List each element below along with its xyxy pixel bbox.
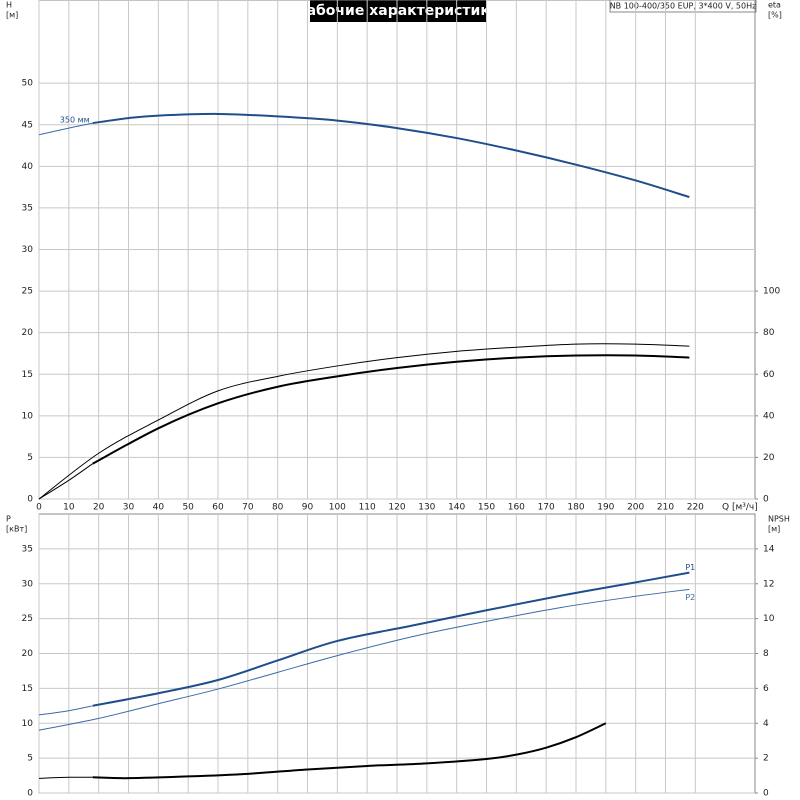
y2-tick-label: 6 <box>763 684 769 694</box>
curve <box>38 463 93 500</box>
y-tick-label: 40 <box>22 162 34 172</box>
y-tick-label: 20 <box>22 649 34 659</box>
y2-tick-label: 12 <box>763 579 774 589</box>
y-tick-label: 15 <box>22 370 33 380</box>
curve <box>92 571 690 707</box>
x-axis-label: Q [м³/ч] <box>722 503 758 513</box>
y2-tick-label: 0 <box>763 789 769 799</box>
y-tick-label: 10 <box>22 411 34 421</box>
y-tick-label: 5 <box>27 453 33 463</box>
y-axis-label: P <box>6 515 11 524</box>
curve <box>92 112 690 199</box>
x-tick-label: 130 <box>418 503 435 513</box>
y2-tick-label: 2 <box>763 754 769 764</box>
y2-tick-label: 14 <box>763 544 775 554</box>
curve-label: P2 <box>685 593 695 602</box>
y-tick-label: 5 <box>27 754 33 764</box>
title-box <box>310 0 487 22</box>
y-axis-label: [м] <box>6 11 18 20</box>
y-tick-label: 0 <box>27 789 33 799</box>
curve-label: P1 <box>685 563 695 572</box>
x-tick-label: 150 <box>478 503 495 513</box>
y2-tick-label: 10 <box>763 614 775 624</box>
y-axis-label: H <box>6 1 12 10</box>
y2-axis-label: NPSH <box>768 515 790 524</box>
y2-tick-label: 4 <box>763 719 769 729</box>
curve <box>38 776 93 779</box>
y-tick-label: 15 <box>22 684 33 694</box>
y2-tick-label: 8 <box>763 649 769 659</box>
y-tick-label: 30 <box>22 579 34 589</box>
y-tick-label: 25 <box>22 614 33 624</box>
x-tick-label: 80 <box>272 503 284 513</box>
x-tick-label: 220 <box>687 503 704 513</box>
x-tick-label: 200 <box>627 503 644 513</box>
y2-tick-label: 20 <box>763 453 775 463</box>
x-tick-label: 180 <box>567 503 584 513</box>
y2-axis-label: [м] <box>768 525 780 534</box>
x-tick-label: 70 <box>242 503 254 513</box>
y-axis-label: [кВт] <box>6 525 27 534</box>
x-tick-label: 120 <box>388 503 405 513</box>
x-tick-label: 190 <box>597 503 614 513</box>
x-tick-label: 20 <box>93 503 105 513</box>
curve <box>38 122 93 136</box>
y-tick-label: 25 <box>22 287 33 297</box>
curve <box>92 354 690 465</box>
x-tick-label: 0 <box>36 503 42 513</box>
y-tick-label: 35 <box>22 544 33 554</box>
curve <box>92 722 607 780</box>
x-tick-label: 40 <box>153 503 165 513</box>
y2-tick-label: 100 <box>763 287 780 297</box>
model-box <box>609 0 757 13</box>
x-tick-label: 210 <box>657 503 674 513</box>
y-tick-label: 20 <box>22 328 34 338</box>
x-tick-label: 110 <box>359 503 376 513</box>
title: Рабочие характеристики <box>296 3 499 19</box>
x-tick-label: 170 <box>538 503 555 513</box>
x-tick-label: 160 <box>508 503 525 513</box>
x-tick-label: 10 <box>63 503 75 513</box>
x-tick-label: 140 <box>448 503 465 513</box>
curve <box>38 705 93 716</box>
y2-tick-label: 0 <box>763 495 769 505</box>
x-tick-label: 90 <box>302 503 314 513</box>
y-tick-label: 50 <box>22 79 34 89</box>
x-tick-label: 50 <box>182 503 194 513</box>
y2-tick-label: 60 <box>763 370 775 380</box>
x-tick-label: 100 <box>329 503 346 513</box>
y-tick-label: 35 <box>22 203 33 213</box>
y-tick-label: 0 <box>27 495 33 505</box>
curve <box>38 343 690 500</box>
y2-tick-label: 80 <box>763 328 775 338</box>
curve-label: 350 мм <box>60 116 90 125</box>
y2-axis-label: eta <box>768 1 781 10</box>
model: NB 100-400/350 EUP, 3*400 V, 50Hz <box>610 2 757 11</box>
x-tick-label: 30 <box>123 503 135 513</box>
curve <box>38 588 690 731</box>
y-tick-label: 10 <box>22 719 34 729</box>
y2-tick-label: 40 <box>763 411 775 421</box>
x-tick-label: 60 <box>212 503 224 513</box>
y-tick-label: 45 <box>22 120 33 130</box>
y2-axis-label: [%] <box>768 11 782 20</box>
y-tick-label: 30 <box>22 245 34 255</box>
